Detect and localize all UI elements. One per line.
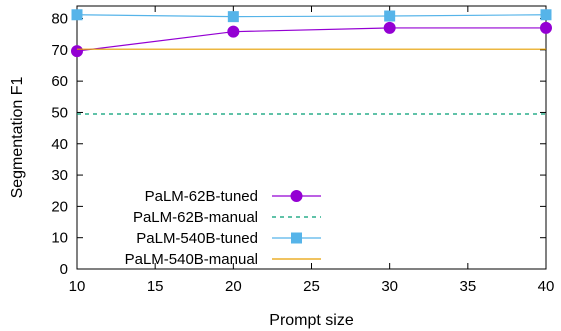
data-point: [540, 9, 552, 21]
y-axis-label: Segmentation F1: [9, 76, 26, 198]
x-tick-label: 25: [303, 278, 320, 295]
data-point: [71, 9, 83, 21]
data-point: [540, 21, 552, 34]
y-tick-label: 20: [51, 198, 68, 215]
y-tick-label: 40: [51, 136, 68, 153]
legend-label: PaLM-540B-tuned: [136, 230, 258, 247]
data-point: [71, 45, 83, 58]
x-tick-label: 40: [538, 278, 555, 295]
series-layer: [71, 9, 552, 115]
data-point: [227, 25, 240, 38]
y-tick-label: 30: [51, 167, 68, 184]
y-tick-label: 60: [51, 73, 68, 90]
legend-label: PaLM-62B-tuned: [145, 188, 258, 205]
series-0: [71, 21, 552, 58]
x-tick-label: 20: [225, 278, 242, 295]
x-tick-label: 15: [147, 278, 164, 295]
series-line: [76, 27, 546, 52]
legend-label: PaLM-540B-manual: [125, 251, 258, 268]
legend-marker: [291, 232, 302, 244]
y-tick-label: 70: [51, 42, 68, 59]
legend-marker: [290, 190, 303, 202]
x-tick-label: 30: [381, 278, 398, 295]
data-point: [383, 21, 396, 34]
y-tick-label: 80: [51, 11, 68, 28]
y-tick-label: 10: [51, 230, 68, 247]
x-axis-label: Prompt size: [269, 312, 354, 329]
y-tick-label: 0: [60, 261, 68, 278]
x-tick-label: 35: [459, 278, 476, 295]
x-tick-label: 10: [69, 278, 86, 295]
series-line: [76, 14, 547, 18]
data-point: [384, 10, 396, 22]
y-tick-label: 50: [51, 104, 68, 121]
series-2: [71, 9, 552, 23]
y-axis: 0 10 20 30 40 50 60 70 80: [51, 11, 546, 278]
legend: PaLM-62B-tuned PaLM-62B-manual PaLM-540B-t…: [125, 188, 321, 268]
data-point: [227, 11, 239, 23]
legend-label: PaLM-62B-manual: [133, 209, 258, 226]
x-axis: 10 15 20 25 30 35 40: [69, 6, 555, 295]
